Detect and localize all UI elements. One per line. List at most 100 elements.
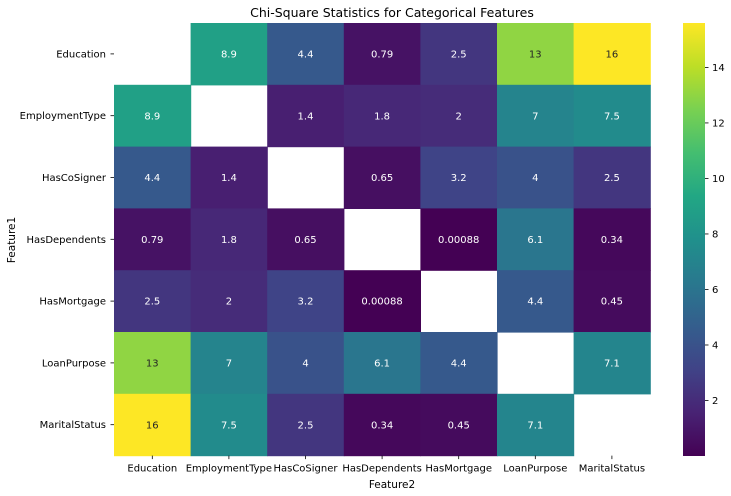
- cell-value-label: 2: [456, 111, 462, 122]
- cell-value-label: 4: [532, 173, 538, 184]
- cell-value-label: 2.5: [144, 297, 160, 308]
- colorbar-tick-label: 12: [712, 118, 725, 129]
- cell-value-label: 7.1: [527, 420, 543, 431]
- y-tick-label: MaritalStatus: [40, 420, 106, 431]
- heatmap-cell: [497, 23, 575, 86]
- cell-value-label: 7.5: [221, 420, 237, 431]
- x-axis-label: Feature2: [369, 479, 415, 491]
- heatmap-cell: [573, 208, 651, 271]
- heatmap-cell: [420, 393, 498, 457]
- heatmap-cell: [497, 146, 575, 209]
- colorbar-tick-label: 8: [712, 229, 718, 240]
- heatmap-cell: [343, 84, 421, 148]
- heatmap-cell: [497, 84, 575, 148]
- heatmap-cell: [343, 270, 421, 333]
- y-axis-label: Feature1: [6, 217, 18, 263]
- x-tick-label: EmploymentType: [186, 464, 272, 475]
- cell-value-label: 0.45: [601, 297, 623, 308]
- cell-value-label: 8.9: [144, 111, 160, 122]
- heatmap-cell: [497, 393, 575, 457]
- cell-value-label: 4.4: [298, 50, 314, 61]
- cell-value-label: 0.79: [141, 235, 163, 246]
- cell-value-label: 3.2: [298, 297, 314, 308]
- heatmap-cell: [190, 23, 268, 86]
- heatmap-cell: [573, 23, 651, 86]
- cell-value-label: 6.1: [374, 359, 390, 370]
- cell-value-label: 13: [529, 50, 542, 61]
- heatmap-cell: [114, 393, 192, 457]
- colorbar-tick-label: 6: [712, 285, 718, 296]
- heatmap-cell: [343, 146, 421, 209]
- x-tick-label: Education: [127, 464, 177, 475]
- heatmap-cell: [343, 332, 421, 395]
- heatmap-cell: [267, 393, 345, 457]
- cell-value-label: 0.34: [371, 420, 393, 431]
- heatmap-cell: [420, 332, 498, 395]
- heatmap-cell: [573, 332, 651, 395]
- y-tick-label: Education: [56, 49, 106, 60]
- heatmap-cell: [573, 84, 651, 148]
- heatmap-cell: [114, 208, 192, 271]
- y-tick-label: HasDependents: [26, 235, 106, 246]
- cell-value-label: 6.1: [527, 235, 543, 246]
- cell-value-label: 0.00088: [438, 235, 479, 246]
- colorbar-gradient: [683, 23, 705, 456]
- colorbar-tick-label: 14: [712, 63, 725, 74]
- cell-value-label: 4.4: [451, 359, 467, 370]
- cell-value-label: 7.1: [604, 359, 620, 370]
- y-axis-ticks: Education EmploymentType HasCoSigner HasDep…: [20, 49, 114, 431]
- heatmap-cell: [420, 23, 498, 86]
- cell-value-label: 1.4: [298, 111, 314, 122]
- heatmap-cell: [114, 332, 192, 395]
- cell-value-label: 2.5: [451, 50, 467, 61]
- heatmap-cell: [190, 332, 268, 395]
- y-tick-label: HasMortgage: [39, 297, 106, 308]
- heatmap-cell: [114, 84, 192, 148]
- colorbar-tick-label: 10: [712, 174, 725, 185]
- chart-title: Chi-Square Statistics for Categorical Fe…: [250, 5, 534, 20]
- heatmap-cell: [114, 270, 192, 333]
- heatmap-cell: [497, 270, 575, 333]
- cell-value-label: 0.00088: [361, 297, 402, 308]
- x-tick-label: HasDependents: [342, 464, 422, 475]
- heatmap-cell: [267, 208, 345, 271]
- cell-value-label: 2.5: [298, 420, 314, 431]
- cell-value-label: 7: [226, 359, 232, 370]
- heatmap-cell: [190, 146, 268, 209]
- heatmap-cell: [420, 208, 498, 271]
- heatmap-cell: [190, 208, 268, 271]
- y-tick-label: LoanPurpose: [42, 358, 106, 369]
- y-tick-label: HasCoSigner: [42, 173, 107, 184]
- heatmap-cell: [267, 332, 345, 395]
- cell-value-label: 0.45: [448, 420, 470, 431]
- heatmap-cell: [267, 23, 345, 86]
- heatmap-cell: [190, 393, 268, 457]
- cell-value-label: 0.65: [371, 173, 393, 184]
- heatmap-cell: [267, 84, 345, 148]
- cell-value-label: 2.5: [604, 173, 620, 184]
- colorbar-tick-label: 2: [712, 396, 718, 407]
- colorbar-tick-label: 4: [712, 340, 718, 351]
- cell-value-label: 0.34: [601, 235, 623, 246]
- cell-value-label: 7.5: [604, 111, 620, 122]
- cell-value-label: 4.4: [527, 297, 543, 308]
- heatmap-cell: [420, 146, 498, 209]
- cell-value-label: 4.4: [144, 173, 160, 184]
- cell-value-label: 0.65: [294, 235, 316, 246]
- colorbar: 2 4 6 8 10 12 14: [683, 23, 725, 456]
- y-tick-label: EmploymentType: [20, 111, 106, 122]
- cell-value-label: 16: [606, 50, 619, 61]
- x-tick-label: MaritalStatus: [579, 464, 645, 475]
- heatmap-cell: [114, 146, 192, 209]
- heatmap-cell: [573, 146, 651, 209]
- cell-value-label: 1.8: [221, 235, 237, 246]
- heatmap-cell: [497, 208, 575, 271]
- x-tick-label: LoanPurpose: [503, 464, 567, 475]
- cell-value-label: 0.79: [371, 50, 393, 61]
- heatmap-cell: [343, 23, 421, 86]
- cell-value-label: 13: [146, 359, 159, 370]
- heatmap-cell: [343, 393, 421, 457]
- x-tick-label: HasMortgage: [425, 464, 492, 475]
- cell-value-label: 7: [532, 111, 538, 122]
